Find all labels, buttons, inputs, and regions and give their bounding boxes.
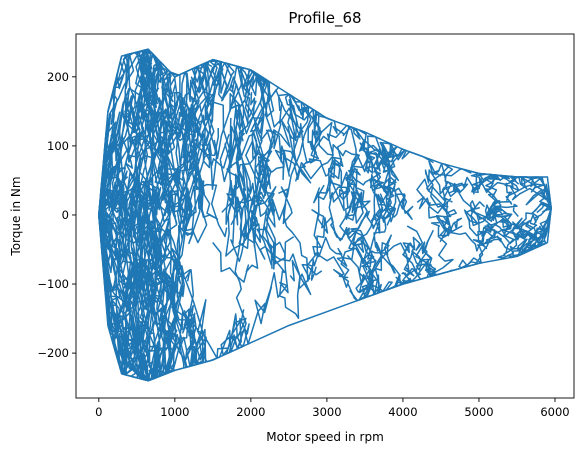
series-line-segment <box>492 176 552 215</box>
plot-area <box>98 48 552 382</box>
x-tick-label: 3000 <box>312 405 341 419</box>
x-tick-label: 0 <box>95 405 102 419</box>
y-tick-label: 200 <box>47 70 69 84</box>
y-tick-label: 100 <box>47 139 69 153</box>
series-line-segment <box>225 187 312 355</box>
series-line-segment <box>98 76 180 304</box>
series-line-segment <box>219 103 312 249</box>
series-line-segment <box>139 48 180 135</box>
y-tick-label: 0 <box>62 208 69 222</box>
series-line-segment <box>228 66 277 270</box>
series-lines <box>98 48 552 382</box>
series-line-segment <box>416 160 519 252</box>
series-envelope-line <box>98 48 552 382</box>
x-tick-label: 1000 <box>160 405 189 419</box>
x-tick-label: 6000 <box>540 405 569 419</box>
series-line-segment <box>278 188 390 298</box>
y-tick-label: −200 <box>37 346 69 360</box>
series-line-segment <box>469 200 539 234</box>
x-tick-label: 5000 <box>464 405 493 419</box>
x-tick-label: 4000 <box>388 405 417 419</box>
series-line-segment <box>98 164 245 366</box>
series-line-segment <box>367 142 414 226</box>
chart-title: Profile_68 <box>288 9 361 28</box>
series-line-segment <box>135 56 202 198</box>
y-axis-label: Torque in Nm <box>9 176 23 256</box>
series-line-segment <box>137 269 207 381</box>
y-tick-label: −100 <box>37 277 69 291</box>
series-line-segment <box>278 101 391 191</box>
plot-frame <box>75 33 575 399</box>
series-line-segment <box>258 89 312 265</box>
series-line-segment <box>155 61 265 160</box>
series-line-segment <box>98 87 162 381</box>
x-tick-label: 2000 <box>236 405 265 419</box>
series-line-segment <box>416 168 551 214</box>
x-axis-ticks: 0 1000 2000 3000 4000 5000 6000 <box>95 398 570 419</box>
series-line-segment <box>424 169 463 243</box>
y-axis-ticks: −200 −100 0 100 200 <box>37 70 76 360</box>
series-line-segment <box>301 112 364 224</box>
x-axis-label: Motor speed in rpm <box>266 430 384 444</box>
